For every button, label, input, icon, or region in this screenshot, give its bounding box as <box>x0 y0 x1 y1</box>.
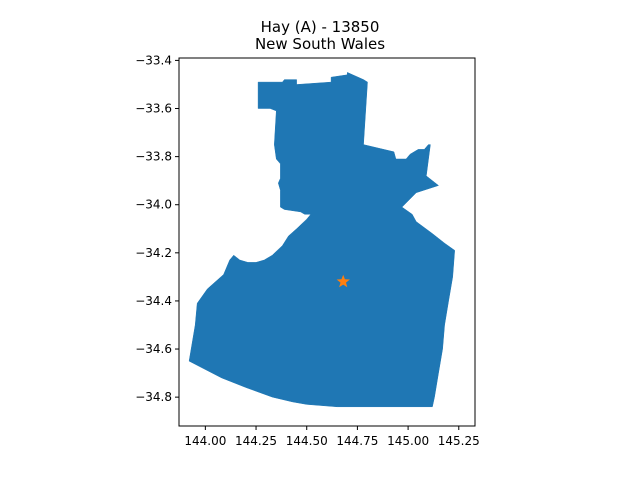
x-tick-label: 145.00 <box>387 434 429 448</box>
x-tick-label: 144.25 <box>235 434 277 448</box>
x-axis: 144.00 144.25 144.50 144.75 145.00 145.25 <box>184 426 480 448</box>
y-tick-label: −34.6 <box>135 342 172 356</box>
chart-titles: Hay (A) - 13850 New South Wales <box>255 18 385 53</box>
region-polygon <box>188 72 455 408</box>
chart-title-line-2: New South Wales <box>255 35 385 53</box>
x-tick-label: 144.75 <box>336 434 378 448</box>
x-tick-label: 145.25 <box>438 434 480 448</box>
chart-title-line-1: Hay (A) - 13850 <box>261 18 380 36</box>
marker-layer <box>336 274 350 288</box>
x-tick-label: 144.50 <box>286 434 328 448</box>
y-axis: −33.4 −33.6 −33.8 −34.0 −34.2 −34.4 −34.6 −34.8 <box>135 53 179 404</box>
y-tick-label: −34.2 <box>135 246 172 260</box>
region-layer <box>188 72 455 408</box>
y-tick-label: −33.6 <box>135 102 172 116</box>
y-tick-label: −34.0 <box>135 198 172 212</box>
y-tick-label: −33.8 <box>135 150 172 164</box>
x-tick-label: 144.00 <box>184 434 226 448</box>
y-tick-label: −34.4 <box>135 294 172 308</box>
y-tick-label: −34.8 <box>135 390 172 404</box>
axes-frame <box>178 57 476 427</box>
y-tick-label: −33.4 <box>135 53 172 67</box>
location-star-marker <box>336 274 350 288</box>
